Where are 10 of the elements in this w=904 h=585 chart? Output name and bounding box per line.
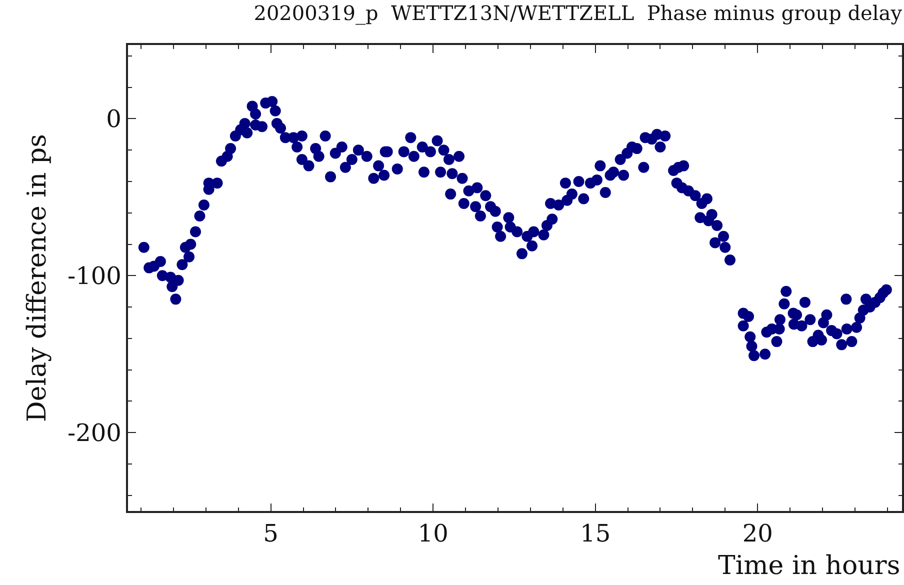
x-axis-title: Time in hours bbox=[718, 551, 900, 581]
x-tick-label: 10 bbox=[418, 520, 448, 548]
x-tick-label: 5 bbox=[263, 520, 278, 548]
y-tick-label: 0 bbox=[106, 105, 122, 134]
y-tick-label: -100 bbox=[68, 262, 122, 290]
x-tick-label: 20 bbox=[742, 520, 773, 548]
chart-title: 20200319_p WETTZ13N/WETTZELL Phase minus group delay bbox=[254, 0, 903, 25]
x-tick-label: 15 bbox=[580, 520, 611, 548]
y-axis-title: Delay difference in ps bbox=[22, 134, 52, 422]
y-tick-label: -200 bbox=[68, 418, 122, 447]
